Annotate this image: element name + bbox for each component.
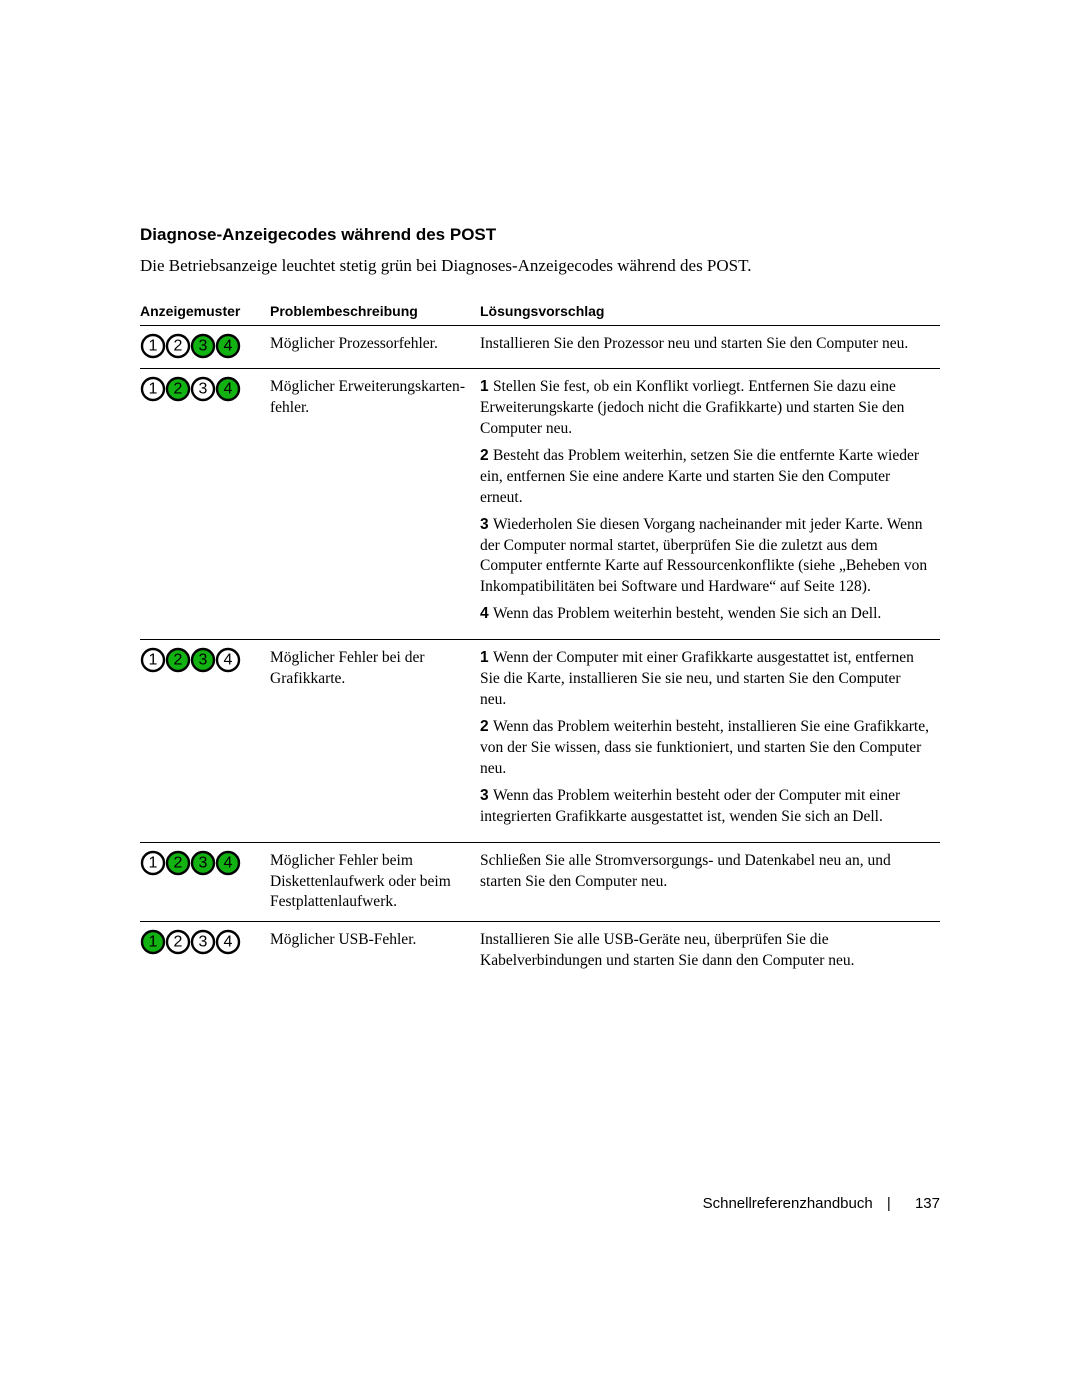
solution-item-number: 3 xyxy=(480,787,493,804)
solution-item-number: 3 xyxy=(480,516,493,533)
solution-item-text: Stellen Sie fest, ob ein Konflikt vorlie… xyxy=(480,378,904,437)
footer-page-number: 137 xyxy=(915,1195,940,1212)
svg-text:3: 3 xyxy=(199,652,208,669)
section-heading: Diagnose-Anzeigecodes während des POST xyxy=(140,225,940,245)
table-header-problem: Problembeschreibung xyxy=(270,299,480,326)
cell-pattern: 1234 xyxy=(140,369,270,640)
svg-text:2: 2 xyxy=(174,338,183,355)
cell-problem: Möglicher Fehler bei der Grafikkarte. xyxy=(270,640,480,842)
cell-solution: Installieren Sie alle USB-Geräte neu, üb… xyxy=(480,922,940,980)
cell-solution: 1 Wenn der Computer mit einer Grafikkart… xyxy=(480,640,940,842)
solution-item-text: Wenn das Problem weiterhin besteht, wend… xyxy=(493,605,881,622)
footer-separator: | xyxy=(887,1195,891,1212)
intro-paragraph: Die Betriebsanzeige leuchtet stetig grün… xyxy=(140,255,940,277)
svg-text:1: 1 xyxy=(149,934,158,951)
cell-problem: Möglicher Erweiterungskarten­fehler. xyxy=(270,369,480,640)
cell-pattern: 1234 xyxy=(140,842,270,922)
solution-list: 1 Wenn der Computer mit einer Grafikkart… xyxy=(480,648,930,827)
solution-list-item: 2 Wenn das Problem weiterhin besteht, in… xyxy=(480,717,930,780)
svg-text:3: 3 xyxy=(199,934,208,951)
table-row: 1234 Möglicher Fehler beim Diskettenlaufw… xyxy=(140,842,940,922)
solution-text: Installieren Sie alle USB-Geräte neu, üb… xyxy=(480,931,855,969)
cell-problem: Möglicher USB-Fehler. xyxy=(270,922,480,980)
table-row: 1234 Möglicher USB-Fehler.Installieren Si… xyxy=(140,922,940,980)
table-header-pattern: Anzeigemuster xyxy=(140,299,270,326)
svg-text:1: 1 xyxy=(149,381,158,398)
cell-pattern: 1234 xyxy=(140,326,270,369)
solution-item-text: Wenn das Problem weiterhin besteht oder … xyxy=(480,787,900,825)
cell-solution: 1 Stellen Sie fest, ob ein Konflikt vorl… xyxy=(480,369,940,640)
svg-text:2: 2 xyxy=(174,381,183,398)
solution-list-item: 3 Wiederholen Sie diesen Vorgang nachein… xyxy=(480,515,930,599)
solution-item-number: 1 xyxy=(480,649,493,666)
solution-item-text: Wenn der Computer mit einer Grafikkarte … xyxy=(480,649,914,708)
solution-item-number: 2 xyxy=(480,447,493,464)
table-header-solution: Lösungsvorschlag xyxy=(480,299,940,326)
cell-problem: Möglicher Prozessorfehler. xyxy=(270,326,480,369)
svg-text:3: 3 xyxy=(199,338,208,355)
svg-text:2: 2 xyxy=(174,934,183,951)
table-row: 1234Möglicher Erweiterungskarten­fehler.… xyxy=(140,369,940,640)
svg-text:4: 4 xyxy=(224,854,233,871)
svg-text:1: 1 xyxy=(149,854,158,871)
page-footer: Schnellreferenzhandbuch | 137 xyxy=(703,1195,940,1212)
svg-text:4: 4 xyxy=(224,652,233,669)
cell-problem: Möglicher Fehler beim Diskettenlaufwerk … xyxy=(270,842,480,922)
table-row: 1234Möglicher Fehler bei der Grafikkarte… xyxy=(140,640,940,842)
cell-pattern: 1234 xyxy=(140,922,270,980)
svg-text:3: 3 xyxy=(199,381,208,398)
solution-item-text: Besteht das Problem weiterhin, setzen Si… xyxy=(480,447,919,506)
solution-list: 1 Stellen Sie fest, ob ein Konflikt vorl… xyxy=(480,377,930,625)
solution-list-item: 1 Wenn der Computer mit einer Grafikkart… xyxy=(480,648,930,711)
solution-list-item: 2 Besteht das Problem weiterhin, setzen … xyxy=(480,446,930,509)
svg-text:4: 4 xyxy=(224,381,233,398)
pattern-icon: 1234 xyxy=(140,849,244,877)
cell-pattern: 1234 xyxy=(140,640,270,842)
diagnostic-table-body: 1234Möglicher Prozessorfehler.Installier… xyxy=(140,326,940,981)
solution-item-number: 2 xyxy=(480,718,493,735)
cell-solution: Schließen Sie alle Stromversorgungs- und… xyxy=(480,842,940,922)
table-row: 1234 Möglicher Prozessorfehler.Installier… xyxy=(140,326,940,369)
diagnostic-table: Anzeigemuster Problembeschreibung Lösung… xyxy=(140,299,940,980)
svg-text:2: 2 xyxy=(174,854,183,871)
svg-text:3: 3 xyxy=(199,854,208,871)
footer-doc-title: Schnellreferenzhandbuch xyxy=(703,1195,873,1212)
solution-item-text: Wenn das Problem weiterhin besteht, inst… xyxy=(480,718,929,777)
svg-text:4: 4 xyxy=(224,934,233,951)
cell-solution: Installieren Sie den Prozessor neu und s… xyxy=(480,326,940,369)
solution-text: Installieren Sie den Prozessor neu und s… xyxy=(480,335,908,352)
solution-item-number: 1 xyxy=(480,378,493,395)
solution-list-item: 1 Stellen Sie fest, ob ein Konflikt vorl… xyxy=(480,377,930,440)
pattern-icon: 1234 xyxy=(140,375,244,403)
pattern-icon: 1234 xyxy=(140,332,244,360)
pattern-icon: 1234 xyxy=(140,646,244,674)
solution-item-text: Wiederholen Sie diesen Vorgang nacheinan… xyxy=(480,516,927,596)
solution-text: Schließen Sie alle Stromversorgungs- und… xyxy=(480,852,891,890)
solution-item-number: 4 xyxy=(480,605,493,622)
svg-text:1: 1 xyxy=(149,338,158,355)
solution-list-item: 4 Wenn das Problem weiterhin besteht, we… xyxy=(480,604,930,625)
page-content: Diagnose-Anzeigecodes während des POST D… xyxy=(0,0,1080,980)
svg-text:4: 4 xyxy=(224,338,233,355)
svg-text:1: 1 xyxy=(149,652,158,669)
solution-list-item: 3 Wenn das Problem weiterhin besteht ode… xyxy=(480,786,930,828)
svg-text:2: 2 xyxy=(174,652,183,669)
pattern-icon: 1234 xyxy=(140,928,244,956)
